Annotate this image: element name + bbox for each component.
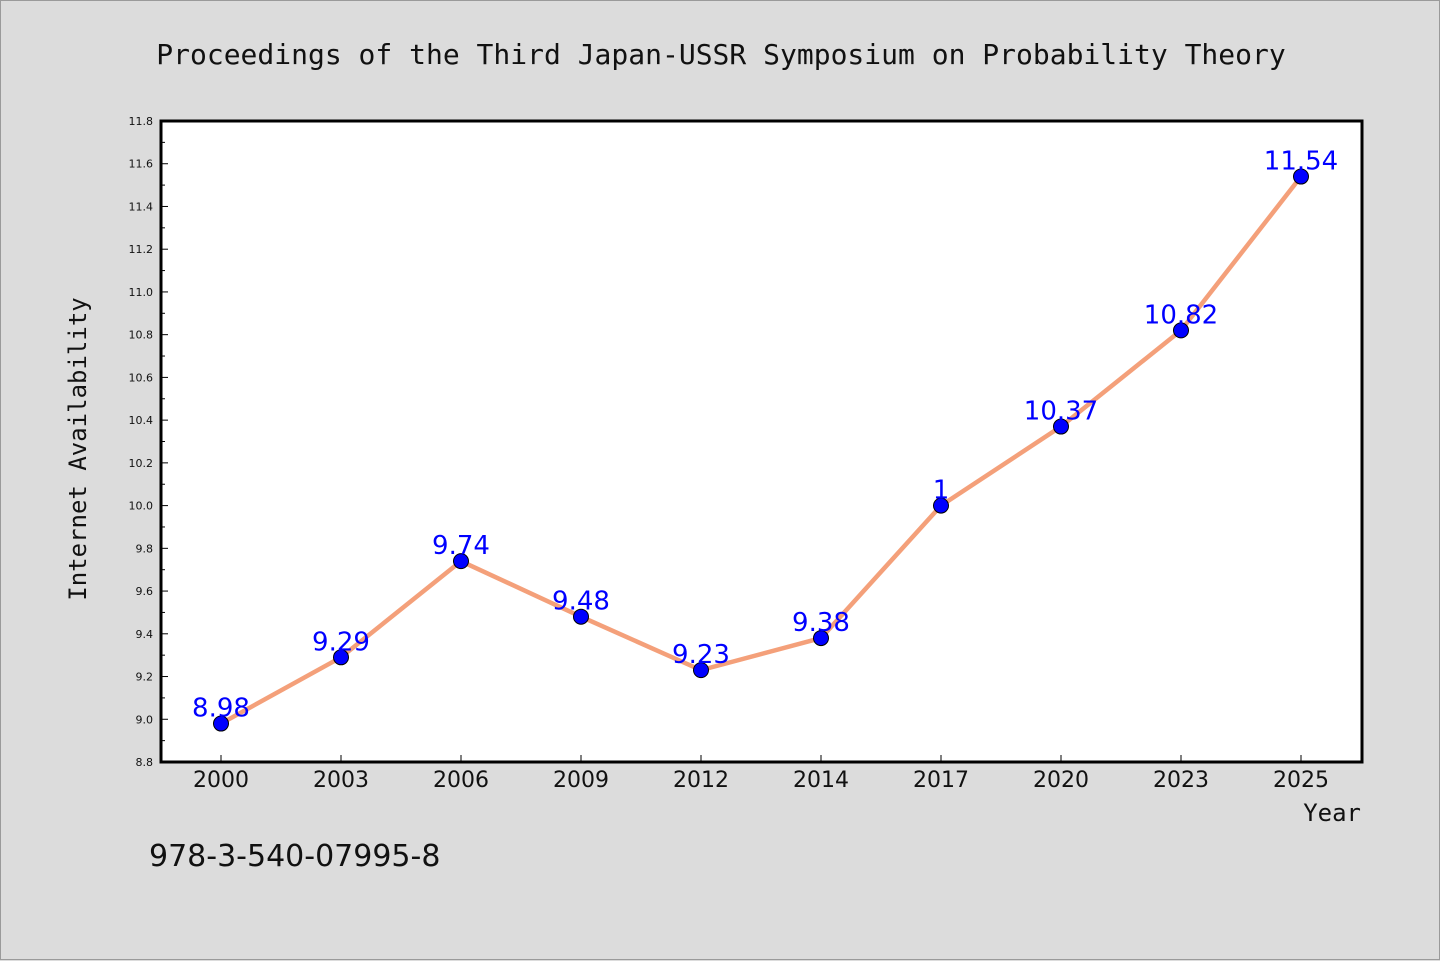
x-tick-label: 2020 [1033,768,1089,793]
y-tick-label: 9.0 [136,713,154,726]
isbn-text: 978-3-540-07995-8 [149,839,440,874]
x-tick-label: 2012 [673,768,729,793]
x-axis-label: Year [1303,799,1361,827]
y-tick-label: 11.6 [129,158,154,171]
y-tick-label: 10.6 [129,371,154,384]
y-tick-label: 11.8 [129,115,154,128]
data-label: 9.74 [432,531,490,561]
y-tick-label: 11.0 [129,286,154,299]
data-markers [213,168,1309,732]
data-point [1173,322,1189,339]
data-point [453,553,469,570]
y-axis-label: Internet Availability [64,297,92,600]
data-label: 1 [933,476,950,506]
y-tick-label: 10.2 [129,457,154,470]
data-label: 10.37 [1024,397,1098,427]
data-label: 9.29 [312,627,370,657]
y-tick-label: 10.0 [129,500,154,513]
y-tick-label: 10.8 [129,329,154,342]
x-tick-label: 2000 [193,768,249,793]
data-point [213,715,229,732]
y-tick-label: 10.4 [129,414,154,427]
x-axis: 2000 2003 2006 2009 2012 2014 2017 2020 2023 2025 [193,755,1329,793]
y-axis: 8.8 9.0 9.2 9.4 9.6 9.8 10.0 10.2 10.4 10.6 10.8 11… [129,115,168,769]
x-tick-label: 2023 [1153,768,1209,793]
x-tick-label: 2017 [913,768,969,793]
series-line [219,175,1303,726]
y-tick-label: 11.4 [129,200,154,213]
x-tick-label: 2025 [1273,768,1329,793]
y-tick-label: 8.8 [136,756,154,769]
data-label: 10.82 [1144,300,1218,330]
data-point [693,662,709,679]
data-point [1053,418,1069,435]
y-tick-label: 9.8 [136,542,154,555]
y-tick-label: 11.2 [129,243,154,256]
data-label: 11.54 [1264,147,1338,177]
chart-title: Proceedings of the Third Japan-USSR Symp… [156,38,1285,71]
data-label: 9.48 [552,587,610,617]
data-point [333,649,349,666]
data-label: 9.23 [672,640,730,670]
x-tick-label: 2009 [553,768,609,793]
x-tick-label: 2003 [313,768,369,793]
plot-area [159,119,1364,764]
y-tick-label: 9.4 [136,628,154,641]
data-label: 8.98 [192,694,250,724]
data-point [573,608,589,625]
data-point [813,630,829,647]
data-point [933,497,949,514]
data-labels: 8.98 9.29 9.74 9.48 9.23 9.38 1 10.37 10.82 11.54 [192,147,1338,724]
y-tick-label: 9.6 [136,585,154,598]
x-tick-label: 2006 [433,768,489,793]
x-tick-label: 2014 [793,768,849,793]
data-label: 9.38 [792,608,850,638]
data-point [1293,168,1309,185]
y-tick-label: 9.2 [136,671,154,684]
